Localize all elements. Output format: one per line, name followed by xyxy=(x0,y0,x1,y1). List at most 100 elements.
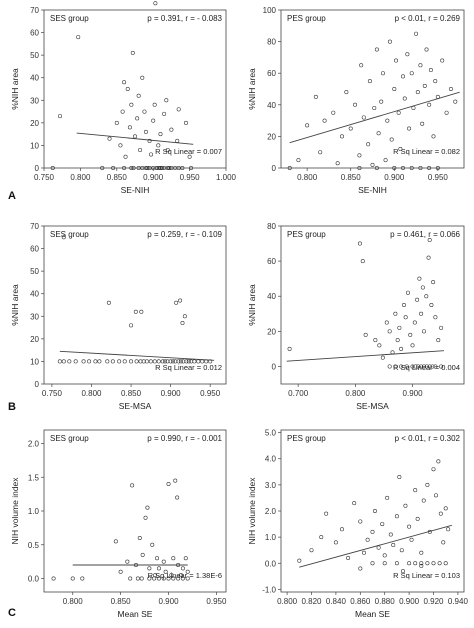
chart4-y-axis-label: %NIH area xyxy=(247,284,257,326)
chart5-point xyxy=(137,535,142,540)
chart3-point xyxy=(184,359,189,364)
chart6-point xyxy=(309,548,314,553)
chart1-point xyxy=(120,109,125,114)
chart6-point xyxy=(333,540,338,545)
chart1-point xyxy=(129,102,134,107)
chart4-point xyxy=(417,276,422,281)
chart2-ytick-label: 100 xyxy=(263,6,277,15)
chart3-x-axis-label: SE-MSA xyxy=(119,401,152,411)
chart5-point xyxy=(166,576,171,581)
chart6-point xyxy=(365,537,370,542)
chart3-point xyxy=(156,359,161,364)
chart2-fit-line xyxy=(289,91,460,144)
chart3-point xyxy=(148,359,153,364)
chart1-point xyxy=(165,147,170,152)
chart5-y-axis-label: NIH volume index xyxy=(10,477,20,545)
chart1-point xyxy=(142,109,147,114)
chart1-fit-line xyxy=(76,132,194,145)
chart6-ytick-label: -1.0 xyxy=(262,585,276,594)
chart6-point xyxy=(385,495,390,500)
chart1-point xyxy=(157,166,162,171)
chart3-xtick-label: 0.850 xyxy=(121,389,142,398)
chart6-xtick-label: 0.820 xyxy=(301,597,322,606)
chart5-point xyxy=(70,576,75,581)
chart1-xtick-label: 1.000 xyxy=(216,173,237,182)
chart4-ytick-label: 80 xyxy=(267,222,276,231)
chart5-point xyxy=(180,566,185,571)
chart2-point xyxy=(344,90,349,95)
chart1-point xyxy=(145,166,150,171)
chart2-point xyxy=(415,90,420,95)
chart5-xtick-label: 0.900 xyxy=(159,597,180,606)
chart1-xtick-label: 0.850 xyxy=(107,173,128,182)
chart2-point xyxy=(353,102,358,107)
chart3-point xyxy=(133,309,138,314)
chart4-point xyxy=(424,294,429,299)
chart6-fit-line xyxy=(299,524,452,568)
chart3-point xyxy=(93,359,98,364)
chart1-point xyxy=(111,166,116,171)
chart1-point xyxy=(107,136,112,141)
chart2-ytick-label: 40 xyxy=(267,101,276,110)
chart6-xtick-label: 0.800 xyxy=(277,597,298,606)
chart6-frame xyxy=(280,429,465,593)
chart1-point xyxy=(58,114,63,119)
chart6-point xyxy=(370,529,375,534)
chart5-point xyxy=(175,495,180,500)
chart2-point xyxy=(331,110,336,115)
chart5-point xyxy=(163,569,168,574)
chart4-rsq-label: R Sq Linear = 0.004 xyxy=(393,363,460,372)
chart4-point xyxy=(403,315,408,320)
chart1-ytick-label: 60 xyxy=(30,29,39,38)
chart5-point xyxy=(156,566,161,571)
chart3-xtick-label: 0.900 xyxy=(161,389,182,398)
chart3-point xyxy=(176,359,181,364)
chart5-point xyxy=(135,576,140,581)
chart4-point xyxy=(387,329,392,334)
chart6-point xyxy=(431,467,436,472)
chart1-xtick-label: 0.750 xyxy=(34,173,55,182)
chart5-point xyxy=(147,566,152,571)
chart5-group-label: SES group xyxy=(50,434,89,443)
chart4-point xyxy=(416,364,421,369)
chart2-point xyxy=(313,94,318,99)
chart2-point xyxy=(414,31,419,36)
chart4-point xyxy=(439,325,444,330)
chart4-point xyxy=(420,285,425,290)
chart3-stat-label: p = 0.259, r = - 0.109 xyxy=(147,230,222,239)
chart3-ytick-label: 40 xyxy=(30,290,39,299)
chart2-point xyxy=(376,131,381,136)
chart3-ytick-label: 30 xyxy=(30,312,39,321)
chart3-frame xyxy=(43,225,227,385)
chart2-xtick-label: 0.800 xyxy=(297,173,318,182)
chart3-point xyxy=(192,359,197,364)
chart3-point xyxy=(139,309,144,314)
chart2-point xyxy=(435,94,440,99)
chart1-point xyxy=(152,102,157,107)
chart4-ytick-label: 40 xyxy=(267,292,276,301)
chart6-ytick-label: 3.0 xyxy=(265,481,277,490)
chart4-point xyxy=(415,297,420,302)
chart1-point xyxy=(169,166,174,171)
chart5-rsq-label: R Sq Linear = 1.38E-6 xyxy=(148,571,222,580)
chart4-point xyxy=(419,311,424,316)
chart2-point xyxy=(418,63,423,68)
chart4-point xyxy=(287,346,292,351)
chart6-ytick-label: 1.0 xyxy=(265,533,277,542)
chart1-point xyxy=(151,118,156,123)
chart1-point xyxy=(167,166,172,171)
chart6-point xyxy=(421,498,426,503)
chart5-point xyxy=(130,483,135,488)
chart4-frame xyxy=(280,225,465,385)
chart2-point xyxy=(409,166,414,171)
chart3-point xyxy=(178,359,183,364)
chart2-point xyxy=(287,166,292,171)
chart3-xtick-label: 0.750 xyxy=(42,389,63,398)
chart6-point xyxy=(419,561,424,566)
chart6-point xyxy=(388,532,393,537)
chart6-point xyxy=(361,550,366,555)
chart3-point xyxy=(61,235,66,240)
chart5-ytick-label: 0.5 xyxy=(28,541,40,550)
chart6-ytick-label: 0.0 xyxy=(265,559,277,568)
chart3-point xyxy=(97,359,102,364)
